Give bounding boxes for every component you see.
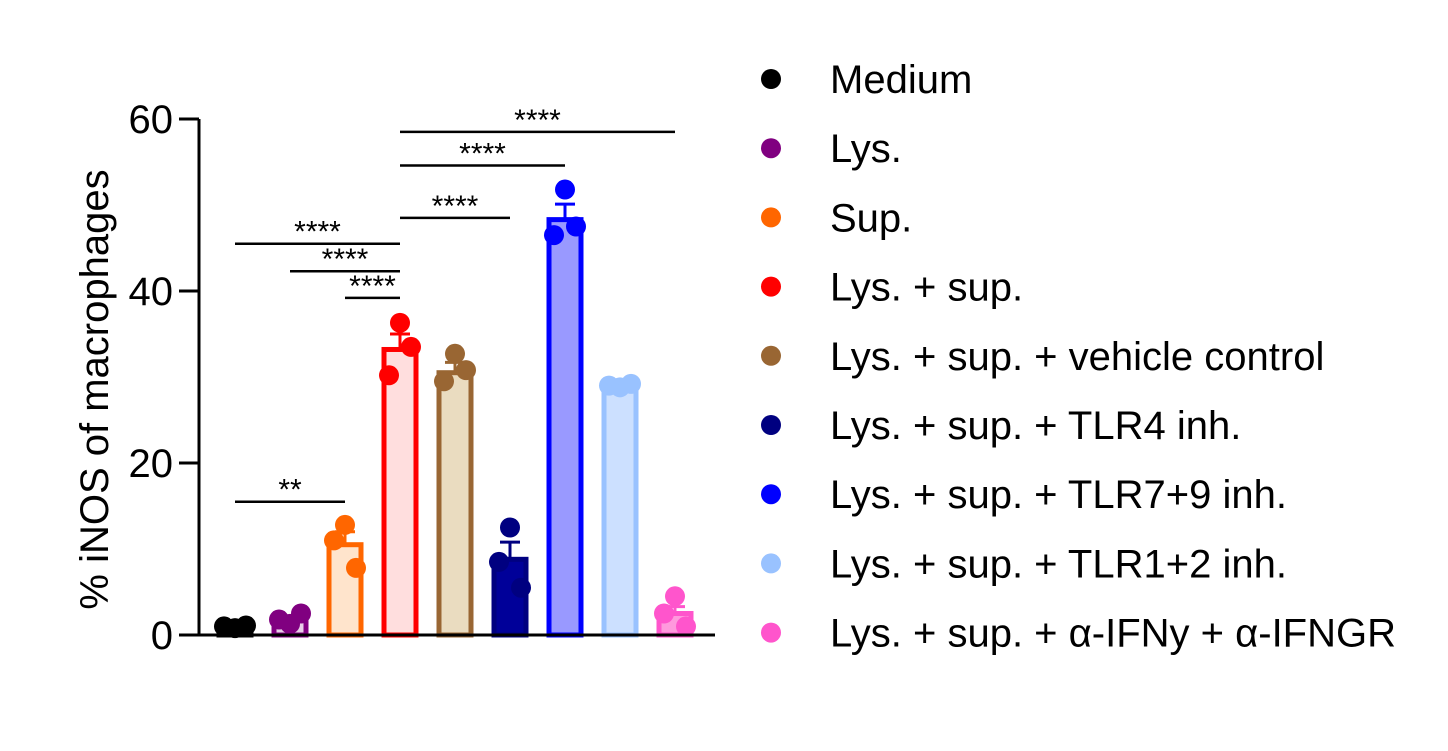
data-point — [269, 609, 289, 630]
data-point — [346, 557, 366, 578]
data-points — [214, 179, 696, 639]
legend-label: Lys. + sup. — [830, 266, 1023, 310]
significance-label: **** — [459, 137, 506, 170]
bars — [216, 217, 694, 638]
significance-label: **** — [349, 270, 396, 303]
legend-marker — [761, 276, 781, 297]
y-tick-label: 60 — [129, 98, 174, 142]
legend-label: Lys. + sup. + TLR7+9 inh. — [830, 473, 1287, 517]
data-point — [379, 365, 399, 386]
data-point — [654, 603, 674, 624]
y-axis-label: % iNOS of macrophages — [73, 169, 117, 609]
bar — [601, 383, 639, 638]
data-point — [621, 373, 641, 394]
data-point — [401, 336, 421, 357]
legend-label: Lys. + sup. + α-IFNy + α-IFNGR — [830, 612, 1396, 656]
bar — [546, 217, 584, 638]
axes: 0 20 40 60 — [129, 98, 715, 658]
data-point — [390, 312, 410, 333]
legend-label: Lys. + sup. + vehicle control — [830, 335, 1324, 379]
y-tick-label: 40 — [129, 270, 174, 314]
data-point — [291, 603, 311, 624]
legend-label: Lys. + sup. + TLR1+2 inh. — [830, 542, 1287, 586]
data-point — [544, 225, 564, 246]
y-ticks: 0 20 40 60 — [129, 98, 199, 658]
y-tick-label: 20 — [129, 442, 174, 486]
legend-label: Lys. + sup. + TLR4 inh. — [830, 404, 1241, 448]
legend: Medium Lys. Sup. Lys. + sup. Lys. + sup. + v… — [761, 58, 1396, 656]
data-point — [434, 371, 454, 392]
legend-marker — [761, 69, 781, 89]
data-point — [511, 577, 531, 598]
data-point — [456, 360, 476, 381]
data-point — [676, 616, 696, 637]
significance-label: **** — [432, 190, 479, 223]
y-tick-label: 0 — [151, 614, 173, 658]
bar — [436, 370, 474, 638]
legend-label: Sup. — [830, 196, 912, 240]
data-point — [665, 586, 685, 607]
data-point — [500, 517, 520, 538]
significance-brackets: ************************** — [235, 104, 675, 507]
data-point — [324, 530, 344, 551]
legend-marker — [761, 622, 781, 643]
data-point — [489, 551, 509, 572]
data-point — [214, 616, 234, 637]
data-point — [335, 514, 355, 535]
data-point — [445, 343, 465, 364]
significance-label: **** — [514, 104, 561, 137]
legend-marker — [761, 553, 781, 574]
data-point — [566, 216, 586, 237]
legend-marker — [761, 345, 781, 366]
significance-label: **** — [294, 216, 341, 249]
legend-label: Lys. — [830, 127, 902, 171]
bar — [381, 346, 419, 638]
legend-marker — [761, 207, 781, 228]
data-point — [555, 179, 575, 200]
legend-label: Medium — [830, 58, 972, 102]
significance-label: ** — [278, 474, 302, 507]
data-point — [236, 615, 256, 636]
significance-label: **** — [322, 243, 369, 276]
legend-marker — [761, 138, 781, 159]
data-point — [599, 375, 619, 396]
legend-marker — [761, 415, 781, 435]
legend-marker — [761, 484, 781, 505]
